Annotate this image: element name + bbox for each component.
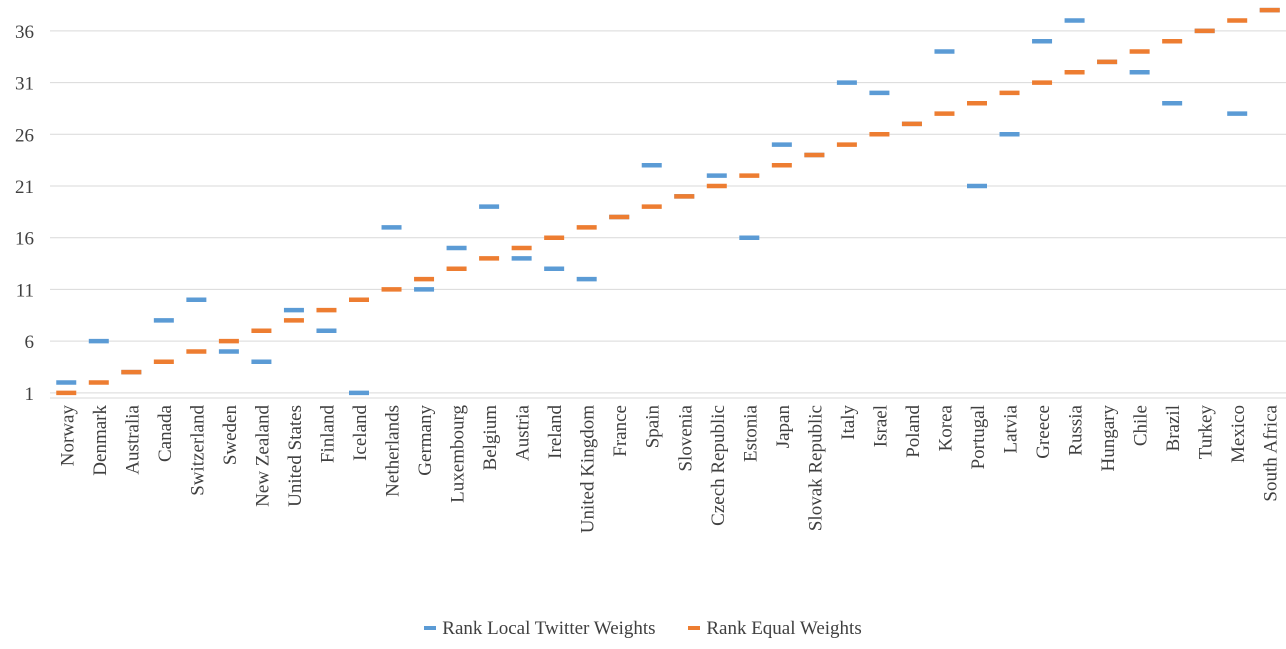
x-tick-label: Ireland	[545, 405, 566, 459]
x-tick-label: New Zealand	[252, 405, 273, 507]
legend-label-equal: Rank Equal Weights	[706, 618, 862, 639]
x-tick-label: Luxembourg	[448, 405, 469, 503]
data-marks	[56, 7, 1280, 396]
x-tick-label: Brazil	[1163, 405, 1184, 451]
x-tick-label: Switzerland	[187, 405, 208, 496]
x-tick-label: Latvia	[1001, 404, 1022, 453]
legend-item-local-twitter: Rank Local Twitter Weights	[424, 618, 656, 640]
x-tick-label: United States	[285, 405, 306, 507]
y-tick-label: 1	[25, 384, 35, 405]
x-tick-label: Australia	[122, 404, 143, 474]
x-tick-label: Mexico	[1228, 405, 1249, 463]
x-tick-label: Denmark	[90, 405, 111, 476]
y-tick-label: 16	[15, 229, 34, 250]
y-tick-label: 21	[15, 177, 34, 198]
x-tick-label: Austria	[513, 404, 534, 461]
legend: Rank Local Twitter Weights Rank Equal We…	[0, 618, 1286, 640]
x-tick-label: Poland	[903, 405, 924, 458]
gridlines	[50, 30, 1286, 394]
x-tick-label: Turkey	[1196, 405, 1217, 460]
x-tick-label: Portugal	[968, 405, 989, 469]
legend-swatch-local-twitter	[424, 625, 437, 630]
x-axis-ticks: Norway Denmark Australia Canada Switzerland S…	[57, 404, 1281, 533]
y-tick-label: 11	[16, 280, 34, 301]
x-tick-label: Slovak Republic	[805, 405, 826, 531]
x-tick-label: Belgium	[480, 405, 501, 471]
x-tick-label: Netherlands	[383, 405, 404, 497]
x-tick-label: Norway	[57, 405, 78, 467]
legend-label-local-twitter: Rank Local Twitter Weights	[442, 618, 656, 639]
y-tick-label: 26	[15, 125, 34, 146]
x-tick-label: South Africa	[1261, 404, 1282, 501]
y-tick-label: 36	[15, 22, 34, 43]
x-tick-label: Spain	[643, 405, 664, 449]
x-tick-label: Czech Republic	[708, 405, 729, 526]
x-tick-label: Korea	[935, 404, 956, 451]
legend-item-equal: Rank Equal Weights	[688, 618, 862, 640]
x-tick-label: Israel	[870, 405, 891, 447]
x-tick-label: Estonia	[740, 404, 761, 462]
x-tick-label: Greece	[1033, 405, 1054, 459]
x-tick-label: Slovenia	[675, 404, 696, 471]
x-tick-label: Japan	[773, 405, 794, 449]
x-tick-label: Sweden	[220, 405, 241, 466]
x-tick-label: Chile	[1131, 405, 1152, 446]
x-tick-label: Italy	[838, 405, 859, 440]
legend-swatch-equal	[688, 625, 701, 630]
x-tick-label: United Kingdom	[578, 405, 599, 533]
y-tick-label: 31	[15, 74, 34, 95]
x-tick-label: Germany	[415, 405, 436, 476]
x-tick-label: Russia	[1066, 404, 1087, 455]
x-tick-label: Hungary	[1098, 405, 1119, 472]
x-tick-label: Canada	[155, 404, 176, 462]
y-tick-label: 6	[25, 332, 35, 353]
x-tick-label: Finland	[317, 405, 338, 464]
x-tick-label: Iceland	[350, 405, 371, 461]
x-tick-label: France	[610, 405, 631, 457]
